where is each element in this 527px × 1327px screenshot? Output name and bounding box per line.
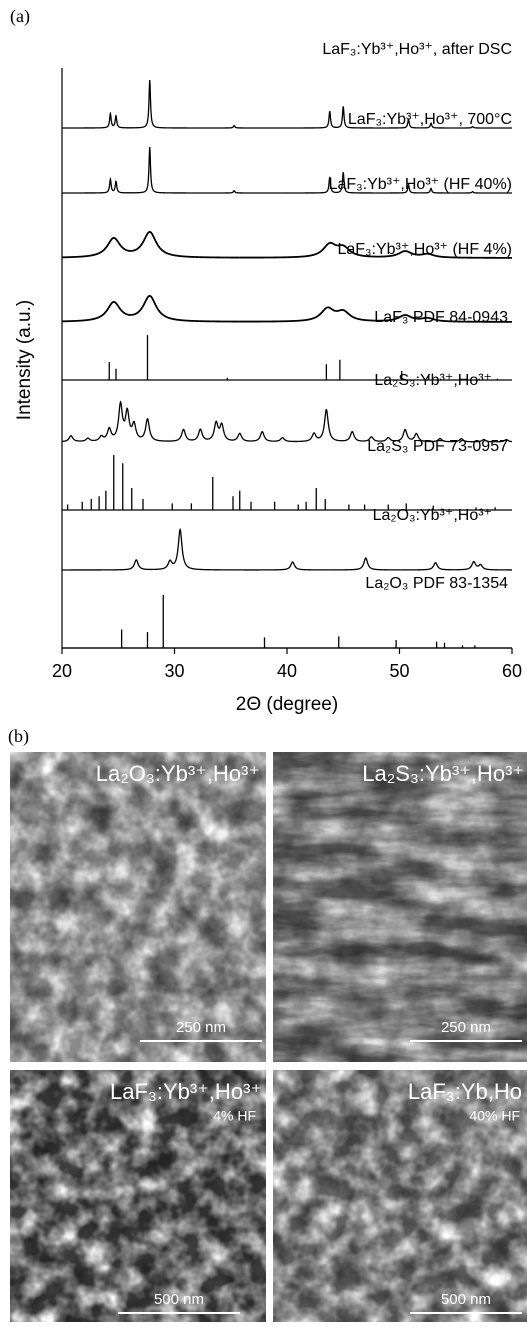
scale-bar-label: 250 nm (441, 1019, 491, 1036)
diffraction-peak (450, 437, 473, 443)
diffraction-peak (251, 430, 273, 442)
diffraction-peak (410, 432, 429, 443)
diffraction-peak (472, 438, 496, 443)
diffraction-peak (451, 190, 512, 194)
diffraction-peak (191, 189, 282, 194)
diffraction-peak (165, 428, 192, 442)
diffraction-peak (62, 559, 154, 571)
diffraction-peak (104, 426, 116, 437)
diffraction-peak (375, 183, 420, 194)
sem-image: LaF₃:Yb³⁺,Ho³⁺ 4% HF 500 nm (10, 1070, 266, 1322)
diffraction-peak (132, 79, 192, 129)
diffraction-peak (62, 111, 114, 129)
diffraction-peak (374, 314, 417, 322)
x-tick-label: 60 (502, 661, 522, 681)
image-title: LaF₃:Yb,Ho (408, 1079, 522, 1104)
diffraction-peak (191, 124, 282, 129)
sem-image: La₂O₃:Yb³⁺,Ho³⁺ 250 nm (10, 752, 266, 1062)
image-note: 4% HF (213, 1108, 256, 1124)
scale-bar-label: 500 nm (154, 1291, 204, 1308)
scale-bar-label: 500 nm (441, 1291, 491, 1308)
diffraction-peak (416, 316, 512, 323)
image-title: La₂O₃:Yb³⁺,Ho³⁺ (96, 761, 260, 786)
trace-label: LaF₃:Yb³⁺,Ho³⁺ (HF 4%) (337, 241, 512, 258)
x-tick-label: 40 (277, 661, 297, 681)
diffraction-peak (281, 176, 337, 194)
x-tick-label: 20 (52, 661, 72, 681)
diffraction-peak (79, 437, 95, 442)
diffraction-peak (374, 250, 417, 258)
diffraction-peak (419, 187, 452, 194)
diffraction-peak (238, 306, 336, 323)
diffraction-peak (61, 237, 132, 259)
diffraction-peak (230, 432, 251, 442)
diffraction-peak (416, 252, 512, 259)
trace-label: La₂O₃ PDF 83-1354 (365, 575, 508, 592)
diffraction-peak (239, 241, 337, 259)
diffraction-peak (319, 408, 340, 442)
diffraction-peak (339, 430, 362, 442)
diffraction-peak (191, 428, 209, 441)
x-tick-label: 30 (164, 661, 184, 681)
sem-image: La₂S₃:Yb³⁺,Ho³⁺ 250 nm (273, 752, 527, 1062)
image-note: 40% HF (469, 1108, 520, 1124)
diffraction-peak (476, 563, 513, 571)
panel-label: (a) (10, 6, 30, 27)
sem-image: LaF₃:Yb,Ho 40% HF 500 nm (273, 1070, 527, 1322)
image-title: La₂S₃:Yb³⁺,Ho³⁺ (362, 761, 524, 786)
diffraction-peak (335, 309, 375, 322)
diffraction-peak (361, 436, 380, 442)
diffraction-peak (174, 527, 237, 571)
scale-bar-label: 250 nm (176, 1019, 226, 1036)
diffraction-peak (62, 177, 114, 194)
diffraction-peak (272, 436, 299, 443)
diffraction-peak (396, 428, 411, 442)
diffraction-peak (336, 244, 375, 258)
diffraction-peak (329, 557, 401, 571)
diffraction-peak (140, 417, 166, 442)
diffraction-peak (123, 407, 132, 427)
diffraction-peak (131, 230, 240, 259)
xrd-plot: 20 30 40 50 60 LaF₃:Yb³⁺,Ho³⁺, after DSC LaF₃:… (52, 41, 522, 681)
x-axis-label: 2Θ (degree) (236, 694, 338, 715)
diffraction-peak (94, 434, 106, 441)
diffraction-peak (236, 561, 330, 571)
panel-label: (b) (8, 726, 29, 747)
trace-label: LaF₃:Yb³⁺,Ho³⁺, after DSC (322, 41, 512, 58)
diffraction-peak (130, 420, 141, 438)
y-axis-label: Intensity (a.u.) (14, 300, 35, 420)
trace-label: LaF₃:Yb³⁺,Ho³⁺ (HF 40%) (329, 176, 512, 193)
trace-label: La₂O₃:Yb³⁺,Ho³⁺ (373, 507, 492, 524)
diffraction-peak (218, 422, 231, 441)
diffraction-peak (375, 118, 420, 129)
diffraction-peak (113, 180, 133, 194)
diffraction-peak (336, 172, 376, 194)
diffraction-peak (336, 106, 376, 129)
diffraction-peak (400, 562, 455, 571)
diffraction-peak (113, 114, 133, 129)
diffraction-peak (61, 301, 132, 323)
x-tick-label: 50 (389, 661, 409, 681)
diffraction-peak (379, 436, 397, 442)
diffraction-peak (298, 432, 321, 443)
trace-label: La₂S₃ PDF 73-0957 (367, 438, 508, 455)
trace-label: LaF₃ PDF 84-0943 (374, 309, 508, 326)
image-title: LaF₃:Yb³⁺,Ho³⁺ (110, 1079, 262, 1104)
diffraction-peak (153, 559, 176, 571)
diffraction-peak (114, 400, 125, 435)
diffraction-peak (419, 122, 452, 129)
trace-label: LaF₃:Yb³⁺,Ho³⁺, 700°C (348, 111, 512, 128)
diffraction-peak (208, 420, 220, 440)
diffraction-peak (132, 146, 192, 194)
diffraction-peak (131, 294, 239, 323)
diffraction-peak (454, 560, 478, 571)
diffraction-peak (451, 125, 512, 129)
diffraction-peak (61, 435, 80, 443)
diffraction-peak (495, 438, 513, 443)
diffraction-peak (428, 437, 451, 443)
diffraction-peak (281, 110, 337, 129)
trace-label: La₂S₃:Yb³⁺,Ho³⁺ (374, 372, 492, 389)
